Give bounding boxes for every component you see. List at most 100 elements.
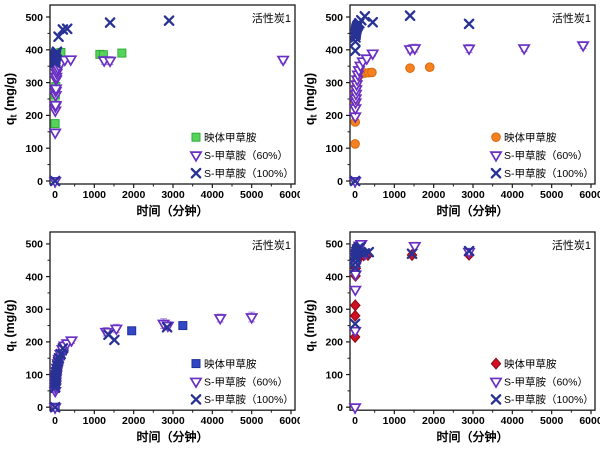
y-tick-label: 500 [25, 12, 43, 24]
y-tick-label: 100 [25, 370, 43, 381]
marker-x [406, 248, 418, 260]
marker-x [190, 167, 202, 179]
plot-frame [49, 4, 296, 185]
marker-x [367, 16, 379, 28]
marker-x [57, 343, 69, 354]
marker-circle [405, 63, 415, 73]
x-tick-label: 3000 [461, 416, 485, 427]
legend: 映体甲草胺 S-甲草胺（60%） S-甲草胺（100%） [189, 357, 294, 406]
y-tick-label: 400 [25, 45, 43, 57]
y-axis-label: qt (mg/g) [303, 73, 319, 125]
y-tick-label: 200 [325, 338, 343, 349]
x-tick-label: 4000 [501, 416, 525, 427]
y-tick-label: 0 [337, 176, 343, 188]
panel-annotation: 活性炭1 [552, 238, 591, 252]
y-tick-label: 400 [325, 272, 343, 283]
y-tick-label: 100 [325, 370, 343, 381]
marker-x [490, 167, 502, 179]
marker-diamond [490, 357, 502, 370]
marker-triangle-down [408, 241, 422, 254]
legend-label: S-甲草胺（60%） [504, 149, 588, 162]
chart-panel-top-right: 0 1000 2000 3000 4000 5000 6000 0 100 200 300 400 50… [300, 0, 600, 227]
y-tick-label: 500 [325, 240, 343, 251]
x-tick-label: 2000 [122, 189, 146, 201]
marker-circle [491, 132, 501, 142]
series-2 [49, 15, 175, 187]
marker-x [163, 15, 175, 26]
y-tick-label: 400 [25, 272, 43, 283]
marker-square [191, 359, 201, 369]
legend-label: S-甲草胺（60%） [204, 149, 288, 162]
marker-triangle-down [576, 41, 590, 53]
x-axis-label: 时间（分钟） [137, 429, 209, 444]
marker-triangle-down [245, 313, 259, 325]
legend: 映体甲草胺 S-甲草胺（60%） S-甲草胺（100%） [489, 131, 594, 180]
marker-x [61, 23, 73, 35]
marker-square [50, 119, 60, 129]
marker-x [55, 348, 67, 360]
x-tick-label: 5000 [240, 416, 264, 427]
x-tick-label: 2000 [422, 189, 446, 201]
x-tick-label: 1000 [83, 416, 107, 427]
y-tick-label: 400 [325, 45, 343, 57]
legend-label: 映体甲草胺 [504, 131, 557, 144]
x-tick-label: 5000 [540, 416, 564, 427]
series-1 [48, 55, 290, 189]
marker-triangle-down [489, 377, 503, 389]
marker-x [355, 241, 366, 253]
y-tick-label: 300 [25, 77, 43, 89]
x-tick-label: 3000 [161, 189, 185, 201]
series-2 [349, 10, 475, 187]
x-tick-label: 5000 [240, 189, 264, 201]
marker-diamond [349, 299, 361, 312]
marker-triangle-down [517, 44, 531, 56]
marker-triangle-down [366, 49, 380, 61]
series-2 [49, 321, 173, 413]
legend-label: S-甲草胺（60%） [504, 375, 588, 388]
chart-svg-top-left: 0 1000 2000 3000 4000 5000 6000 0 100 200 300 400 50… [0, 0, 300, 227]
marker-x [49, 175, 61, 187]
x-tick-label: 4000 [201, 416, 225, 427]
panel-annotation: 活性炭1 [552, 11, 591, 25]
marker-square [127, 326, 137, 336]
y-tick-label: 100 [325, 143, 343, 155]
y-tick-label: 0 [337, 403, 343, 414]
marker-triangle-down [64, 55, 78, 67]
legend-label: S-甲草胺（60%） [204, 375, 288, 388]
marker-x [51, 46, 63, 58]
marker-x [463, 18, 475, 30]
marker-triangle-down [348, 403, 362, 415]
legend-label: S-甲草胺（100%） [504, 393, 594, 406]
marker-x [49, 401, 61, 413]
legend-label: 映体甲草胺 [204, 357, 257, 370]
legend-label: 映体甲草胺 [504, 357, 557, 370]
x-tick-label: 0 [52, 416, 58, 427]
marker-square [191, 132, 201, 142]
panel-annotation: 活性炭1 [252, 11, 291, 25]
marker-triangle-down [64, 336, 79, 348]
plot-frame [349, 231, 596, 411]
marker-x [349, 175, 361, 187]
marker-triangle-down [276, 55, 290, 67]
y-tick-label: 200 [25, 338, 43, 349]
marker-triangle-down [48, 128, 62, 140]
y-tick-label: 300 [325, 305, 343, 316]
x-tick-label: 6000 [279, 189, 300, 201]
marker-x [463, 245, 475, 257]
x-tick-label: 2000 [122, 416, 146, 427]
y-tick-label: 200 [325, 110, 343, 122]
x-tick-label: 4000 [201, 189, 225, 201]
y-tick-label: 100 [25, 143, 43, 155]
marker-x [53, 31, 64, 43]
marker-triangle-down [462, 44, 476, 56]
legend-label: S-甲草胺（100%） [204, 167, 294, 180]
marker-triangle-down [109, 324, 123, 336]
x-tick-label: 0 [352, 416, 358, 427]
y-tick-label: 500 [325, 12, 343, 24]
marker-triangle-down [189, 377, 203, 389]
x-axis-label: 时间（分钟） [437, 429, 509, 444]
marker-x [161, 321, 173, 333]
marker-triangle-down [489, 151, 503, 163]
marker-x [363, 246, 375, 258]
